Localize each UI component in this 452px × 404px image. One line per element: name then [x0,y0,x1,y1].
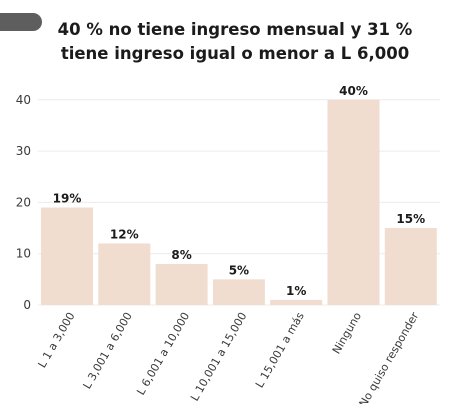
y-tick-label-10: 10 [16,247,31,261]
bar-0 [41,207,93,305]
data-label-0: 19% [53,192,82,206]
y-tick-label-0: 0 [23,298,31,312]
x-tick-label-5: Ninguno [330,310,364,356]
bar-4 [270,299,323,305]
x-tick-label-4: L 15,001 a más [253,310,307,390]
chart-title: 40 % no tiene ingreso mensual y 31 % tie… [30,18,440,66]
data-label-2: 8% [171,248,191,262]
bar-5 [327,99,380,305]
bar-6 [384,228,437,305]
bar-1 [98,243,151,305]
decorative-pill [0,13,42,31]
bar-2 [155,263,208,305]
x-tick-label-6: No quiso responder [357,310,422,404]
x-tick-label-2: L 6,001 a 10,000 [134,310,192,397]
y-tick-label-20: 20 [16,195,31,209]
x-tick-label-1: L 3,001 a 6,000 [80,310,134,391]
data-label-4: 1% [286,284,306,298]
data-label-3: 5% [229,263,249,277]
chart-title-line-1: 40 % no tiene ingreso mensual y 31 % [57,20,413,39]
y-tick-label-40: 40 [16,93,31,107]
y-tick-label-30: 30 [16,144,31,158]
data-label-1: 12% [110,227,139,241]
x-tick-label-0: L 1 a 3,000 [35,310,77,370]
bar-3 [212,279,265,305]
chart-title-line-2: tiene ingreso igual o menor a L 6,000 [60,44,410,63]
x-tick-label-3: L 10,001 a 15,000 [188,310,249,403]
data-label-5: 40% [339,84,368,98]
data-label-6: 15% [396,212,425,226]
